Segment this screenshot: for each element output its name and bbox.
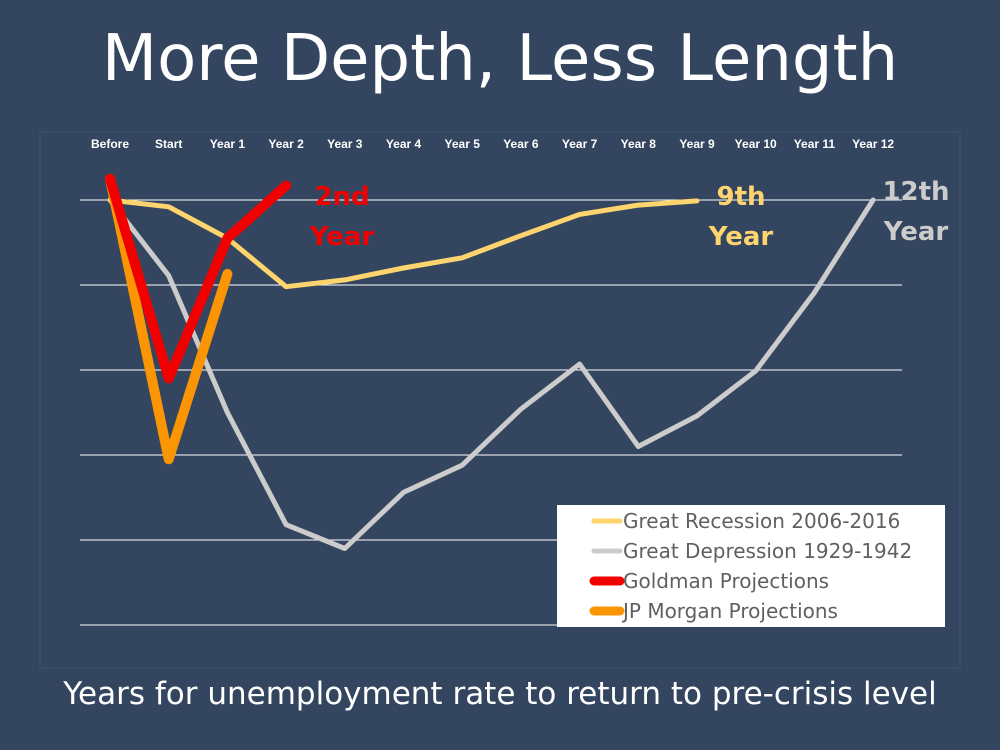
annotation-12th-year-12: 12th <box>882 177 949 207</box>
x-tick-label: Year 9 <box>679 137 715 151</box>
x-tick-label: Year 4 <box>386 137 422 151</box>
legend-label-great-recession-2006-2016: Great Recession 2006-2016 <box>623 509 900 533</box>
legend-label-goldman-projections: Goldman Projections <box>623 569 829 593</box>
plot-area-frame <box>39 131 961 669</box>
x-tick-label: Year 6 <box>503 137 539 151</box>
x-tick-label: Year 11 <box>794 137 836 151</box>
legend-label-great-depression-1929-1942: Great Depression 1929-1942 <box>623 539 912 563</box>
series-line-great-depression-1929-1942 <box>107 197 876 551</box>
chart-title: More Depth, Less Length <box>101 22 899 96</box>
series-line-great-recession-2006-2016 <box>107 197 700 290</box>
series-line-goldman-projections <box>105 173 292 384</box>
annotation-9th-year-9: 9th <box>716 182 765 212</box>
x-tick-label: Year 3 <box>327 137 363 151</box>
x-tick-label: Year 12 <box>852 137 894 151</box>
x-tick-label: Year 8 <box>621 137 657 151</box>
series-lines <box>105 173 876 551</box>
annotation-year-year-9: Year <box>708 222 774 252</box>
x-tick-label: Start <box>155 137 182 151</box>
legend-label-jp-morgan-projections: JP Morgan Projections <box>621 599 838 623</box>
annotation-2nd-year-2: 2nd <box>314 182 369 212</box>
x-tick-label: Year 1 <box>210 137 246 151</box>
legend: Great Recession 2006-2016 Great Depressio… <box>557 505 945 627</box>
chart-subtitle: Years for unemployment rate to return to… <box>63 676 937 712</box>
x-tick-label: Year 2 <box>268 137 304 151</box>
x-tick-label: Year 7 <box>562 137 598 151</box>
annotations: 2nd Year 9th Year 12th Year <box>309 177 950 252</box>
legend-box <box>557 505 945 627</box>
annotation-year-year-12: Year <box>883 217 949 247</box>
series-line-jp-morgan-projections <box>105 173 233 465</box>
x-tick-label: Year 10 <box>735 137 777 151</box>
x-axis-tick-labels: Before Start Year 1 Year 2 Year 3 Year 4 Year … <box>91 137 894 151</box>
x-tick-label: Before <box>91 137 129 151</box>
annotation-year-year-2: Year <box>309 222 375 252</box>
x-tick-label: Year 5 <box>445 137 481 151</box>
